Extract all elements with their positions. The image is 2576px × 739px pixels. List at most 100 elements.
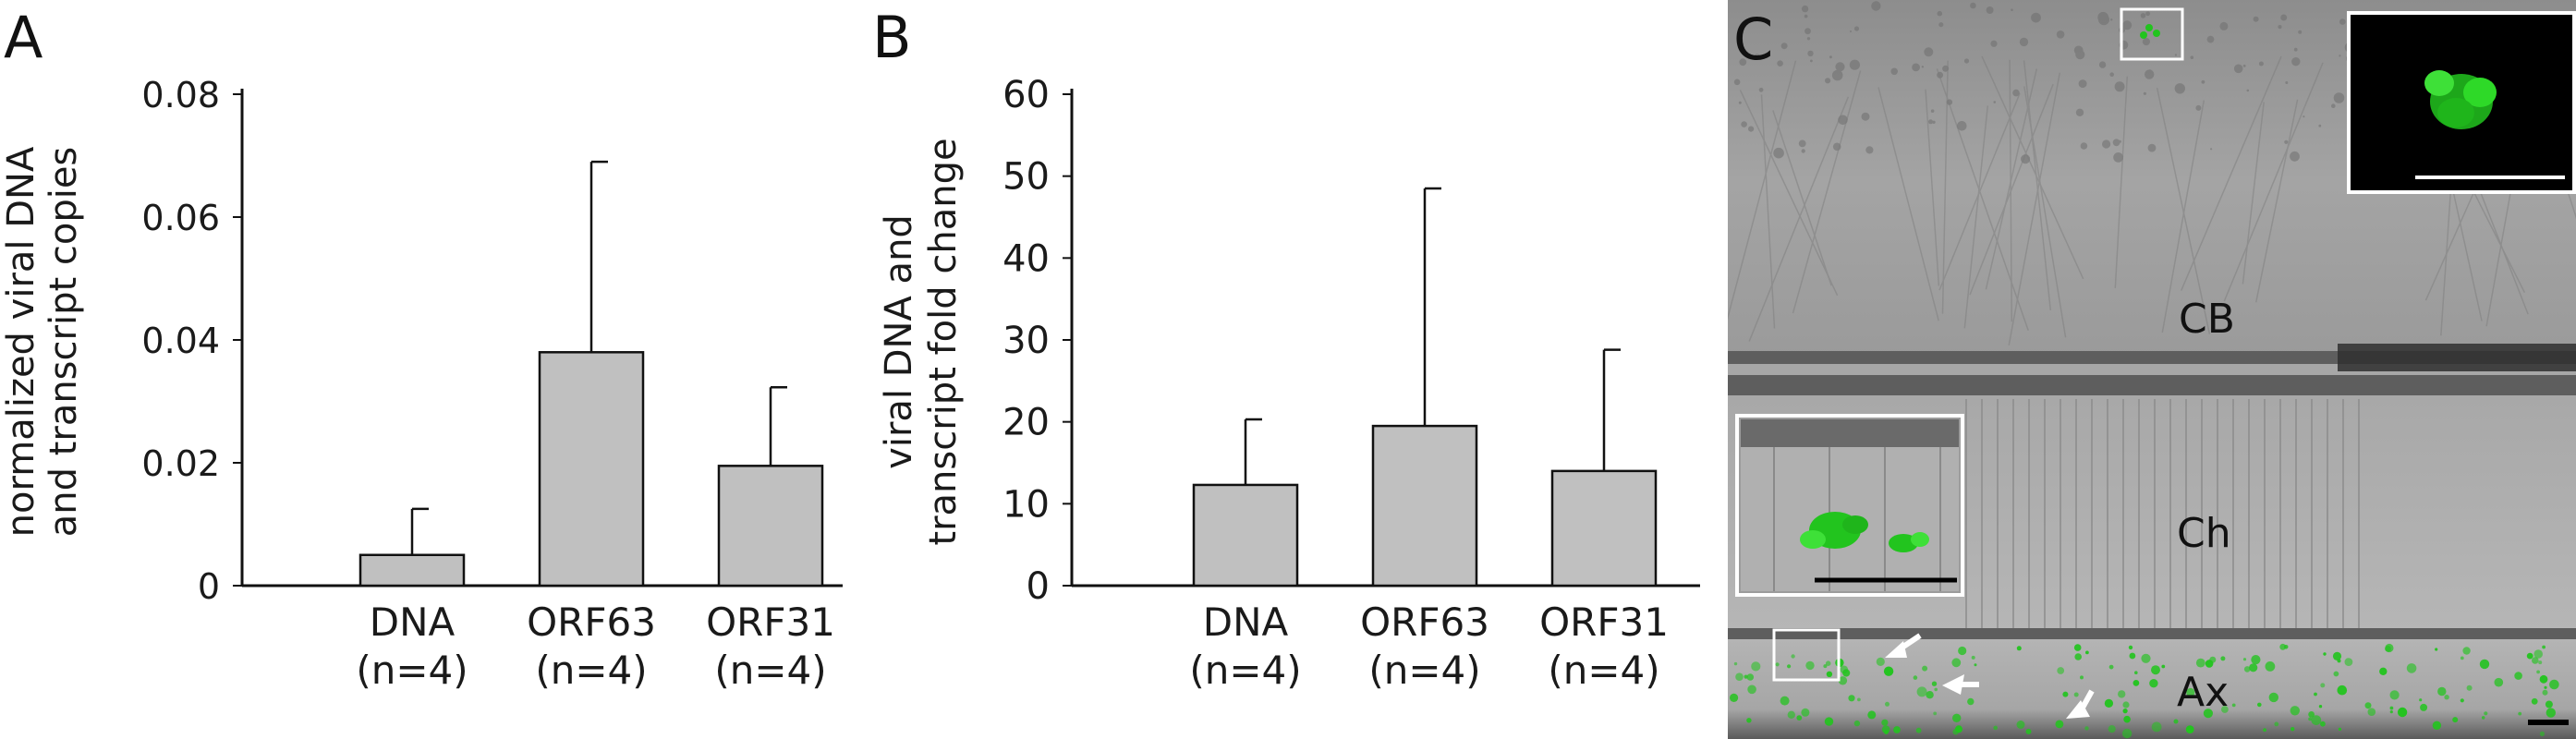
fluorescent-spot (1751, 661, 1761, 672)
debris-speck (2253, 16, 2259, 22)
fluorescent-spot (2419, 698, 2423, 702)
fluorescent-spot (1916, 686, 1927, 697)
fluorescent-spot (2481, 716, 2485, 720)
fluorescent-spot (1951, 658, 1962, 668)
neurite-fiber (2008, 72, 2061, 345)
fluorescent-spot (2432, 721, 2442, 730)
fluorescent-spot (2532, 657, 2539, 664)
axon-fluorescence (1730, 643, 2559, 739)
fluorescent-spot (2132, 680, 2140, 686)
debris-speck (2195, 104, 2202, 111)
debris-speck (2080, 142, 2088, 150)
debris-speck (1831, 69, 1843, 81)
x-tick-label-n: (n=4) (1368, 648, 1480, 693)
debris-speck (2078, 79, 2087, 89)
neurite-fiber (2242, 102, 2265, 285)
debris-speck (2210, 148, 2213, 151)
cell-body-fluorescence (2140, 24, 2160, 39)
debris-speck (2280, 14, 2288, 21)
fluorescent-spot (2314, 692, 2317, 697)
fluorescent-spot (2080, 675, 2084, 680)
fluorescent-spot (1952, 728, 1959, 735)
fluorescent-spot (2073, 644, 2082, 651)
debris-speck (1832, 142, 1841, 151)
debris-speck (1777, 60, 1783, 67)
debris-speck (1806, 37, 1811, 41)
fluorescent-spot (1915, 727, 1922, 733)
fluorescent-spot (2385, 643, 2394, 653)
debris-speck (1865, 146, 1874, 154)
fluorescent-spot (1876, 657, 1885, 667)
panel-label-a: A (4, 4, 43, 71)
neurite-fiber (1739, 90, 1839, 297)
fluorescent-spot (2311, 715, 2322, 725)
fluorescent-spot (2338, 727, 2341, 732)
fluorescent-spot (1967, 697, 1975, 706)
debris-speck (1738, 101, 1742, 104)
fluorescent-spot (1796, 715, 1803, 721)
fluorescent-spot (2151, 665, 2160, 675)
fluorescent-spot (1735, 672, 1744, 681)
debris-speck (1850, 30, 1852, 32)
debris-speck (1741, 121, 1747, 127)
debris-speck (2102, 139, 2111, 149)
debris-speck (1990, 40, 1998, 47)
debris-speck (2174, 54, 2177, 56)
debris-speck (1825, 78, 1831, 84)
y-tick-label: 30 (1002, 320, 1050, 362)
fluorescent-spot (1883, 666, 1894, 676)
fluorescent-spot (1825, 660, 1831, 666)
fluorescent-spot (1926, 691, 1934, 699)
debris-speck (1928, 119, 1933, 125)
y-tick-label: 0.02 (141, 443, 220, 484)
neurite-fiber (2254, 99, 2299, 303)
fluorescent-spot (2531, 697, 2538, 705)
debris-speck (2293, 47, 2298, 52)
debris-speck (1733, 79, 1741, 86)
label-channel: Ch (2177, 510, 2231, 557)
debris-speck (1930, 109, 1935, 113)
debris-speck (2145, 11, 2151, 17)
fluorescent-spot (2379, 667, 2388, 675)
neurite-fiber (2009, 59, 2013, 322)
fluorescent-spot (2549, 679, 2559, 690)
neurite-fiber (1728, 60, 1797, 321)
debris-speck (2219, 21, 2229, 30)
debris-speck (2190, 55, 2194, 59)
fluorescent-spot (1922, 665, 1928, 672)
fluorescent-spot (1775, 662, 1780, 667)
debris-speck (2122, 20, 2132, 30)
neurite-fiber (2161, 100, 2205, 333)
x-tick-label-n: (n=4) (714, 648, 826, 693)
fluorescent-spot (2479, 659, 2490, 670)
debris-speck (1946, 99, 1953, 105)
fluorescent-spot (1933, 711, 1938, 716)
fluorescent-spot (1913, 675, 1918, 680)
y-tick-label: 0 (198, 566, 220, 607)
debris-speck (1937, 10, 1943, 17)
fluorescent-spot (2108, 725, 2116, 733)
y-tick-label: 10 (1002, 483, 1050, 526)
fluorescent-spot (2221, 706, 2229, 713)
fluorescent-spot (2151, 721, 2162, 733)
fluorescent-spot (1730, 693, 1739, 703)
debris-speck (2118, 139, 2121, 143)
compartment-wall-bottom (1728, 628, 2576, 639)
debris-speck (1937, 71, 1944, 79)
x-tick-label: DNA (370, 600, 456, 645)
fluorescent-spot (1971, 655, 1975, 660)
debris-speck (2140, 13, 2146, 18)
y-tick-label: 0.06 (141, 198, 220, 238)
bar-orf63 (1371, 424, 1478, 588)
debris-speck (2174, 83, 2185, 94)
debris-speck (2291, 56, 2301, 67)
debris-speck (2112, 139, 2120, 147)
debris-speck (2242, 64, 2246, 67)
neurite-fiber (1981, 55, 2084, 280)
arrow-icons (1885, 633, 2095, 719)
neurite-fiber (1985, 68, 2038, 290)
x-tick-label: ORF31 (1539, 600, 1669, 645)
fluorescent-spot (2153, 30, 2160, 37)
fluorescent-spot (2279, 643, 2287, 650)
y-tick-label: 0.08 (141, 75, 220, 115)
